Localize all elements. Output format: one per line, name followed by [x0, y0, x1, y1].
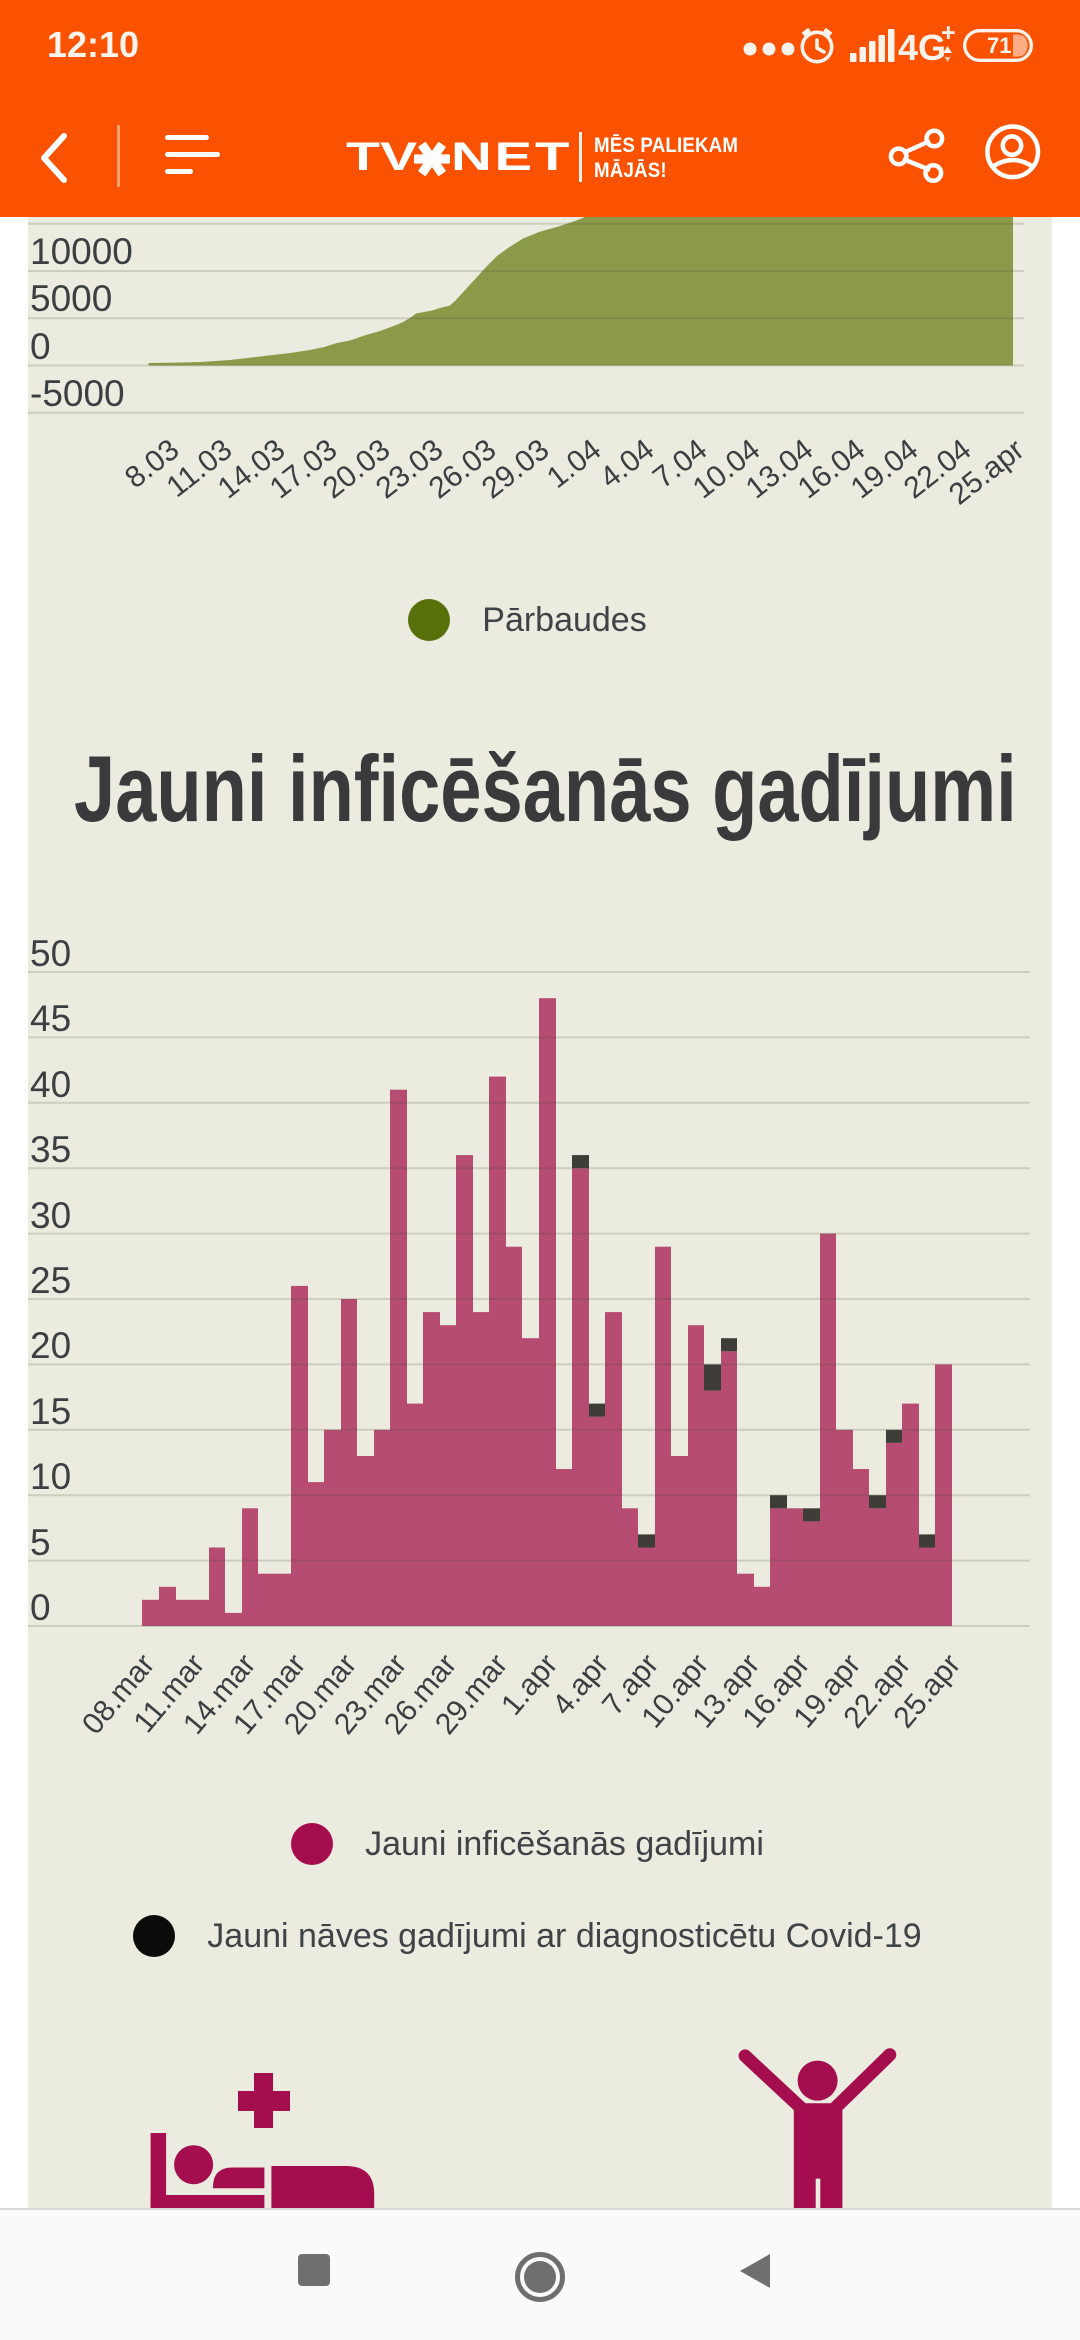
svg-text:71: 71: [987, 33, 1011, 58]
svg-text:+: +: [941, 19, 956, 47]
svg-text:4G: 4G: [898, 27, 946, 68]
